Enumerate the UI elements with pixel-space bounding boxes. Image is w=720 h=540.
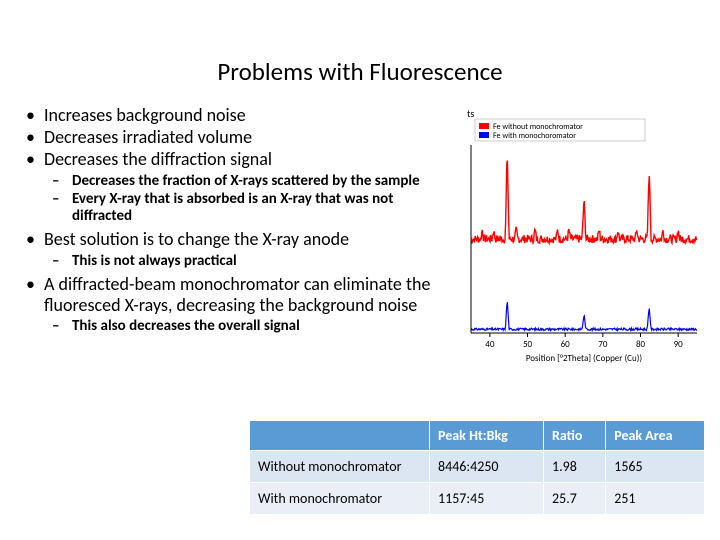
xrd-chart: tsFe without monochromatorFe with monoch… <box>459 105 704 365</box>
svg-text:80: 80 <box>636 339 646 350</box>
svg-text:60: 60 <box>561 339 571 350</box>
svg-text:Position [°2Theta] (Copper (Cu: Position [°2Theta] (Copper (Cu)) <box>526 353 643 364</box>
bullet-3b: Every X-ray that is absorbed is an X-ray… <box>72 191 453 226</box>
bullet-5a: This also decreases the overall signal <box>72 318 453 335</box>
col-blank <box>250 421 430 451</box>
bullet-1: Increases background noise <box>44 105 453 126</box>
bullet-column: Increases background noise Decreases irr… <box>24 105 459 370</box>
table-header-row: Peak Ht:Bkg Ratio Peak Area <box>250 421 705 451</box>
svg-text:70: 70 <box>598 339 608 350</box>
bullet-5: A diffracted-beam monochromator can elim… <box>44 274 453 336</box>
bullet-3: Decreases the diffraction signal Decreas… <box>44 149 453 225</box>
row0-c2: 1.98 <box>544 451 606 483</box>
bullet-4a: This is not always practical <box>72 253 453 270</box>
data-table-wrap: Peak Ht:Bkg Ratio Peak Area Without mono… <box>249 421 704 514</box>
bullet-3a: Decreases the fraction of X-rays scatter… <box>72 173 453 190</box>
col-area: Peak Area <box>606 421 704 451</box>
bullet-4-text: Best solution is to change the X-ray ano… <box>44 228 349 250</box>
bullet-5-text: A diffracted-beam monochromator can elim… <box>44 273 430 316</box>
bullet-3-text: Decreases the diffraction signal <box>44 148 272 170</box>
svg-text:ts: ts <box>467 107 474 120</box>
data-table: Peak Ht:Bkg Ratio Peak Area Without mono… <box>249 421 704 514</box>
row1-c2: 25.7 <box>544 483 606 515</box>
svg-text:50: 50 <box>523 339 533 350</box>
row1-label: With monochromator <box>250 483 430 515</box>
svg-text:90: 90 <box>674 339 684 350</box>
table-row: Without monochromator 8446:4250 1.98 156… <box>250 451 705 483</box>
svg-text:Fe with monochoromator: Fe with monochoromator <box>493 131 576 141</box>
col-ratio: Ratio <box>544 421 606 451</box>
chart-column: tsFe without monochromatorFe with monoch… <box>459 105 704 370</box>
svg-text:40: 40 <box>485 339 495 350</box>
row1-c1: 1157:45 <box>430 483 544 515</box>
content-row: Increases background noise Decreases irr… <box>0 105 720 370</box>
row0-c3: 1565 <box>606 451 704 483</box>
bullet-2: Decreases irradiated volume <box>44 127 453 148</box>
page-title: Problems with Fluorescence <box>0 0 720 105</box>
row1-c3: 251 <box>606 483 704 515</box>
table-row: With monochromator 1157:45 25.7 251 <box>250 483 705 515</box>
col-peakht: Peak Ht:Bkg <box>430 421 544 451</box>
row0-c1: 8446:4250 <box>430 451 544 483</box>
bullet-4: Best solution is to change the X-ray ano… <box>44 229 453 269</box>
row0-label: Without monochromator <box>250 451 430 483</box>
